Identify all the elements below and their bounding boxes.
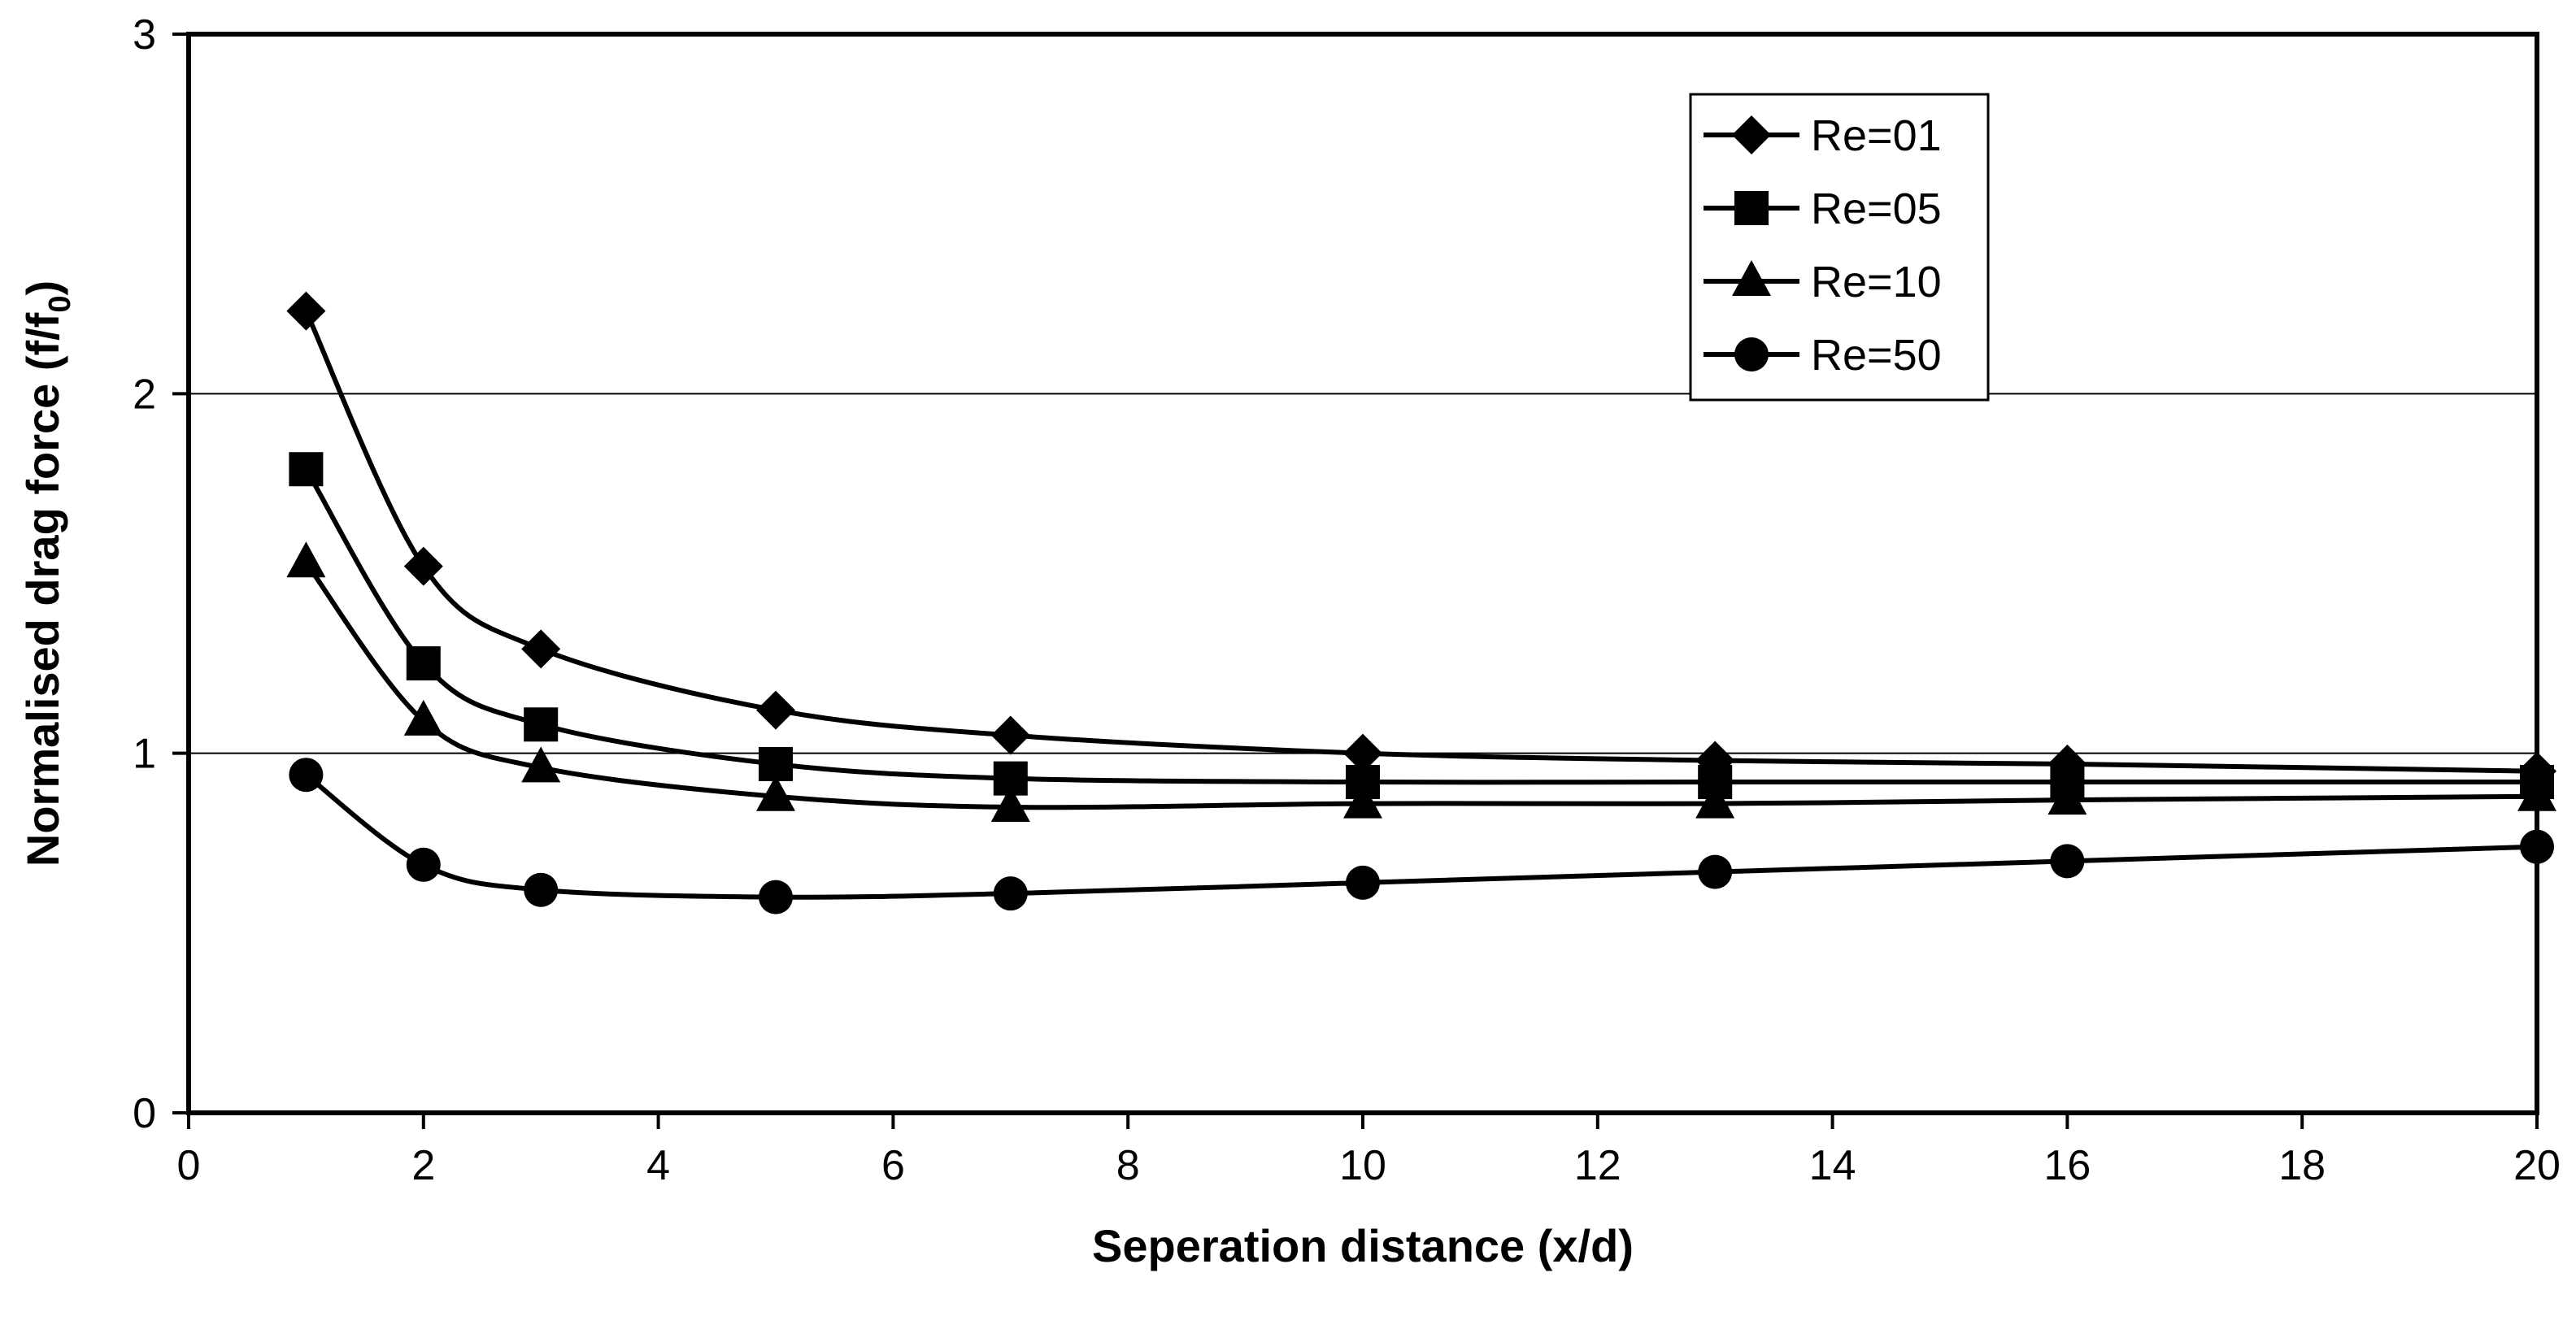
data-point-Re=10-7 xyxy=(990,786,1030,823)
legend-label-Re=05: Re=05 xyxy=(1811,185,1942,233)
data-point-Re=01-5 xyxy=(756,690,795,730)
y-tick-label-3: 3 xyxy=(133,11,156,59)
x-tick-label-14: 14 xyxy=(1809,1142,1856,1189)
x-tick-label-0: 0 xyxy=(177,1142,201,1189)
y-axis-title-main: Normalised drag force (f/f xyxy=(17,312,68,867)
y-axis-title-subscript: 0 xyxy=(43,296,77,313)
data-point-Re=01-3 xyxy=(521,629,561,669)
legend-label-Re=50: Re=50 xyxy=(1811,331,1942,380)
data-point-Re=10-13 xyxy=(1695,782,1735,819)
data-point-Re=50-1 xyxy=(289,758,324,793)
data-point-Re=50-10 xyxy=(1346,865,1380,900)
y-tick-label-1: 1 xyxy=(133,731,156,778)
x-tick-label-6: 6 xyxy=(881,1142,905,1189)
x-tick-label-20: 20 xyxy=(2513,1142,2561,1189)
x-tick-label-16: 16 xyxy=(2043,1142,2091,1189)
legend: Re=01 Re=05 Re=10 Re=50 xyxy=(1689,93,1990,402)
y-tick-label-2: 2 xyxy=(133,371,156,418)
data-point-Re=01-7 xyxy=(990,715,1030,755)
legend-item-Re=10: Re=10 xyxy=(1704,258,1942,306)
data-point-Re=50-7 xyxy=(993,876,1028,911)
legend-marker-Re=50 xyxy=(1734,337,1769,371)
data-point-Re=05-1 xyxy=(289,452,324,487)
y-tick-label-0: 0 xyxy=(133,1090,156,1137)
legend-marker-Re=10 xyxy=(1732,260,1771,296)
series-layer xyxy=(286,291,2556,914)
x-axis-title: Seperation distance (x/d) xyxy=(1092,1220,1634,1271)
data-point-Re=50-16 xyxy=(2050,844,2085,879)
x-tick-label-12: 12 xyxy=(1574,1142,1621,1189)
data-point-Re=10-10 xyxy=(1343,782,1382,819)
y-axis-title: Normalised drag force (f/f0) xyxy=(17,280,77,867)
data-point-Re=50-2 xyxy=(406,847,441,882)
data-point-Re=10-2 xyxy=(403,699,443,736)
series-Re=10 xyxy=(286,541,2556,823)
x-tick-label-18: 18 xyxy=(2278,1142,2326,1189)
legend-marker-Re=05 xyxy=(1734,191,1769,225)
data-point-Re=01-10 xyxy=(1343,733,1382,773)
legend-label-Re=01: Re=01 xyxy=(1811,111,1942,160)
x-tick-label-2: 2 xyxy=(411,1142,435,1189)
y-axis-title-close: ) xyxy=(17,280,68,296)
data-point-Re=05-2 xyxy=(406,646,441,681)
data-point-Re=05-3 xyxy=(524,707,559,742)
x-tick-label-4: 4 xyxy=(646,1142,670,1189)
legend-item-Re=01: Re=01 xyxy=(1704,111,1942,160)
legend-item-Re=50: Re=50 xyxy=(1704,331,1942,380)
legend-label-Re=10: Re=10 xyxy=(1811,258,1942,306)
data-point-Re=01-1 xyxy=(286,291,326,331)
data-point-Re=01-2 xyxy=(403,546,443,586)
data-point-Re=50-3 xyxy=(524,872,559,907)
data-point-Re=50-13 xyxy=(1698,854,1733,889)
data-point-Re=50-5 xyxy=(759,880,793,914)
data-point-Re=10-16 xyxy=(2047,779,2087,815)
x-tick-label-8: 8 xyxy=(1116,1142,1140,1189)
data-point-Re=10-1 xyxy=(286,541,326,578)
legend-item-Re=05: Re=05 xyxy=(1704,185,1942,233)
series-Re=50 xyxy=(289,758,2554,914)
legend-marker-Re=01 xyxy=(1732,115,1771,154)
x-tick-label-10: 10 xyxy=(1339,1142,1386,1189)
data-point-Re=10-5 xyxy=(756,775,795,811)
data-point-Re=10-3 xyxy=(521,746,561,783)
